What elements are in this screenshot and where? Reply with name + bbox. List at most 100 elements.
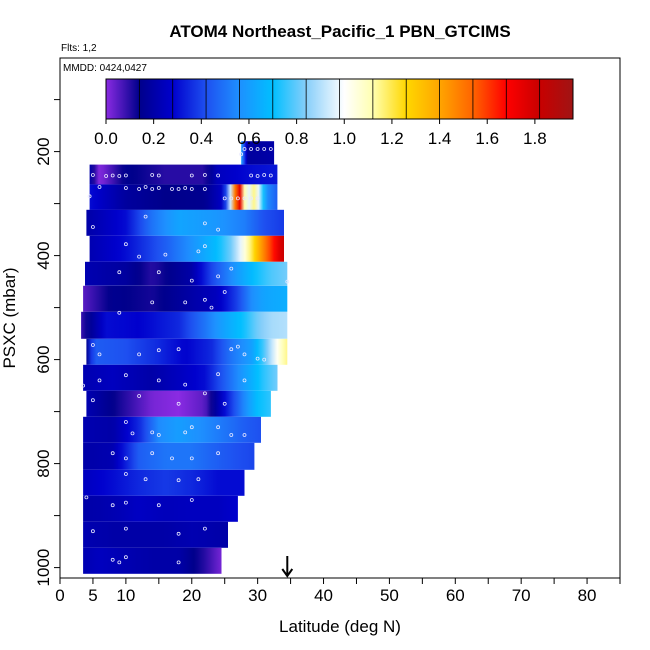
sample-point	[262, 357, 267, 362]
sample-point	[156, 173, 161, 178]
sample-point	[249, 196, 254, 201]
sample-point	[84, 495, 89, 500]
sample-point	[216, 274, 221, 279]
sample-point	[189, 278, 194, 283]
sample-point	[262, 173, 267, 177]
heatmap-band	[83, 285, 288, 312]
sample-point	[229, 196, 234, 201]
sample-point	[104, 174, 108, 178]
sample-point	[130, 431, 135, 436]
sample-point	[97, 352, 102, 357]
sample-point	[176, 347, 181, 352]
chart-title: ATOM4 Northeast_Pacific_1 PBN_GTCIMS	[169, 22, 510, 41]
sample-point	[183, 430, 188, 435]
sample-point	[117, 174, 122, 178]
sample-point	[117, 560, 122, 565]
heatmap-band	[241, 141, 275, 165]
sample-point	[183, 300, 188, 305]
sample-point	[124, 526, 128, 531]
y-axis-label: PSXC (mbar)	[0, 267, 19, 368]
heatmap-band	[86, 209, 285, 236]
x-tick-label: 5	[88, 586, 97, 605]
y-tick-label: 800	[34, 449, 53, 477]
x-tick-label: 0	[55, 586, 64, 605]
heatmap-band	[83, 364, 278, 391]
sample-point	[262, 147, 267, 151]
y-tick-label: 600	[34, 345, 53, 373]
heatmap-band	[83, 469, 245, 496]
sample-point	[249, 147, 254, 151]
heatmap-band	[81, 311, 288, 339]
colorbar-tick-label: 1.8	[523, 129, 547, 148]
sample-point	[202, 526, 207, 531]
sample-point	[150, 430, 155, 435]
sample-points-layer	[81, 147, 290, 565]
sample-point	[216, 173, 221, 178]
sample-point	[137, 254, 142, 259]
sample-point	[196, 249, 201, 254]
colorbar-tick-label: 0.0	[94, 129, 118, 148]
sample-point	[156, 348, 161, 353]
sample-point	[242, 378, 247, 383]
heatmap-band	[89, 235, 284, 262]
sample-point	[222, 196, 227, 201]
sample-point	[124, 420, 128, 424]
sample-point	[137, 187, 142, 191]
sample-point	[170, 187, 174, 191]
sample-point	[239, 152, 244, 157]
sample-point	[117, 310, 122, 315]
sample-point	[156, 378, 161, 383]
sample-point	[124, 500, 128, 505]
sample-point	[110, 503, 115, 508]
x-tick-label: 60	[446, 586, 465, 605]
sample-point	[202, 297, 207, 302]
x-axis: 0 5 10 20 30 40 50 60 70 80	[55, 578, 621, 605]
colorbar-tick-label: 1.4	[428, 129, 452, 148]
sample-point	[91, 343, 95, 347]
sample-point	[235, 344, 240, 349]
sample-point	[189, 425, 194, 430]
sample-point	[156, 270, 161, 275]
sample-point	[97, 185, 102, 189]
sample-point	[222, 290, 227, 294]
colorbar-tick-label: 0.6	[237, 129, 261, 148]
flights-label: Flts: 1,2	[61, 43, 97, 54]
sample-point	[150, 173, 155, 177]
sample-point	[110, 173, 115, 178]
y-tick-label: 400	[34, 241, 53, 269]
sample-point	[255, 174, 260, 178]
sample-point	[137, 352, 142, 357]
heatmap-band	[83, 521, 228, 548]
x-tick-label: 40	[314, 586, 333, 605]
sample-point	[255, 196, 260, 201]
sample-point	[196, 477, 201, 482]
sample-point	[110, 451, 115, 456]
sample-point	[183, 186, 188, 190]
heatmap-band	[83, 495, 238, 522]
sample-point	[137, 394, 142, 398]
plot-frame	[59, 57, 621, 579]
sample-point	[242, 196, 247, 201]
sample-point	[242, 147, 247, 151]
heatmap-band	[89, 164, 278, 185]
sample-point	[91, 398, 95, 403]
sample-point	[222, 401, 227, 406]
sample-point	[216, 425, 221, 430]
sample-point	[176, 560, 181, 565]
sample-point	[97, 378, 102, 383]
colorbar-tick-label: 1.0	[332, 129, 356, 148]
colorbar-tick-label: 1.2	[380, 129, 404, 148]
colorbar-tick-label: 0.2	[142, 129, 166, 148]
sample-point	[202, 391, 207, 396]
sample-point	[150, 187, 155, 191]
sample-point	[255, 356, 260, 361]
sample-point	[216, 227, 221, 232]
sample-point	[235, 196, 240, 201]
sample-point	[229, 266, 234, 271]
sample-point	[91, 225, 95, 229]
x-tick-label: 80	[578, 586, 597, 605]
sample-point	[156, 503, 161, 508]
x-tick-label: 70	[512, 586, 531, 605]
heatmap-layer	[81, 141, 288, 574]
